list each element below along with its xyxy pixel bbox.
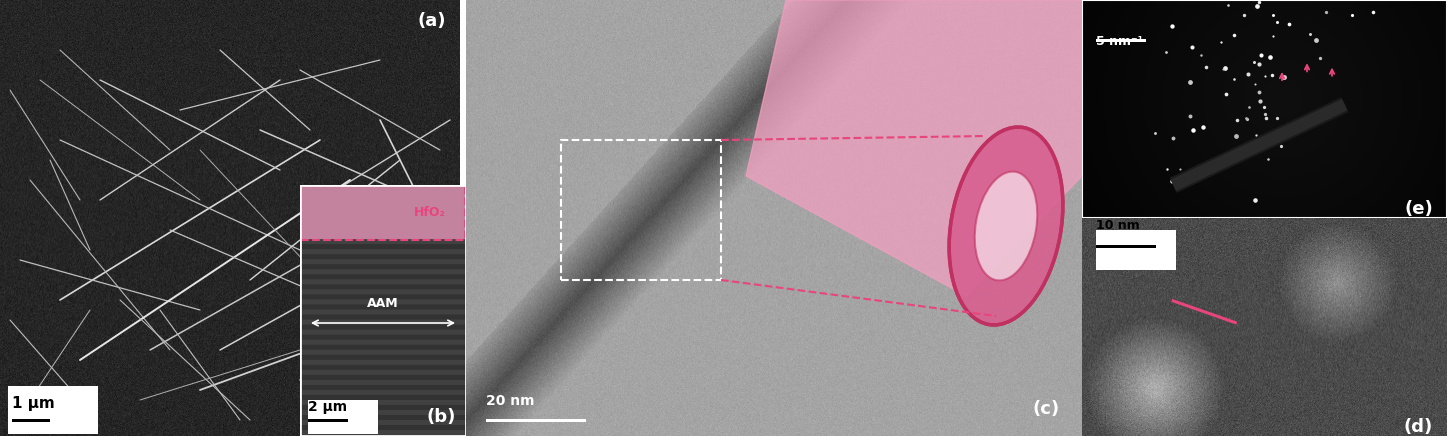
Ellipse shape: [975, 172, 1037, 280]
Text: (c): (c): [1033, 400, 1061, 418]
Text: 2 μm: 2 μm: [308, 400, 347, 414]
Bar: [301, 186, 464, 240]
Text: HfO₂: HfO₂: [414, 205, 446, 218]
Text: 1 μm: 1 μm: [12, 396, 55, 411]
Bar: [9, 386, 98, 434]
Text: 5 nm⁻¹: 5 nm⁻¹: [1095, 35, 1143, 48]
Text: 10 nm: 10 nm: [1095, 219, 1140, 232]
Bar: [308, 400, 378, 434]
Bar: [308, 425, 357, 428]
Text: 20 nm: 20 nm: [486, 394, 534, 408]
Bar: [1095, 230, 1176, 270]
Text: (d): (d): [1404, 418, 1433, 436]
Text: (a): (a): [418, 12, 446, 30]
Bar: [1095, 39, 1146, 42]
Bar: [486, 419, 586, 422]
Bar: [308, 419, 347, 422]
Polygon shape: [747, 0, 1082, 296]
Text: (b): (b): [427, 408, 456, 426]
Bar: [1095, 245, 1156, 248]
Text: (e): (e): [1404, 200, 1433, 218]
Bar: [561, 140, 721, 280]
Bar: [12, 419, 51, 422]
Ellipse shape: [949, 127, 1064, 325]
Text: AAM: AAM: [368, 297, 399, 310]
Bar: [1095, 257, 1156, 260]
